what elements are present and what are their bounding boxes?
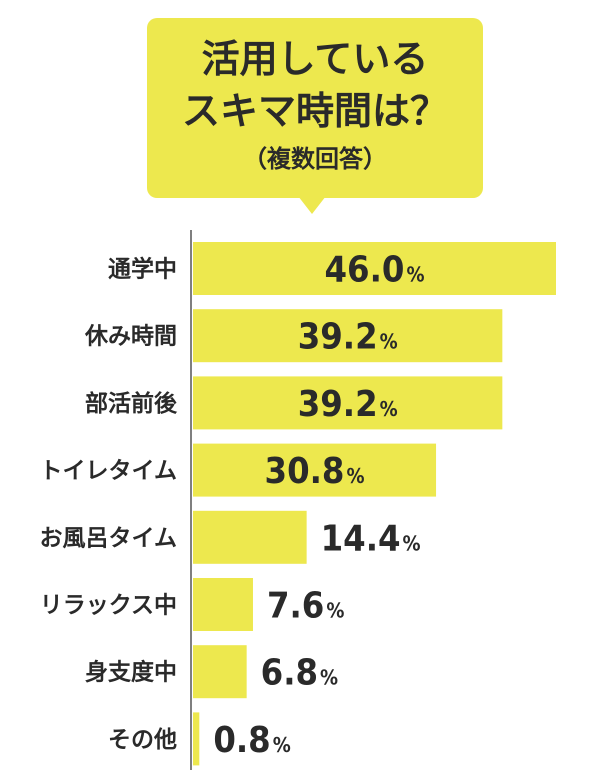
category-label-6: 身支度中 (85, 659, 177, 686)
value-label-4: 14.4% (321, 518, 421, 559)
category-label-3: トイレタイム (39, 458, 177, 484)
bar-5 (193, 578, 253, 631)
value-label-1: 39.2% (298, 317, 398, 358)
category-label-4: お風呂タイム (39, 525, 177, 551)
title-line-2: スキマ時間は？ (181, 89, 448, 133)
value-label-7: 0.8% (213, 720, 290, 761)
category-label-0: 通学中 (108, 256, 177, 283)
category-label-7: その他 (108, 727, 177, 753)
category-label-2: 部活前後 (85, 390, 178, 417)
bar-1 (193, 309, 503, 363)
bar-7 (193, 712, 200, 766)
category-label-1: 休み時間 (84, 324, 177, 350)
title-line-3: （複数回答） (243, 145, 387, 173)
value-label-2: 39.2% (298, 384, 398, 425)
value-label-6: 6.8% (261, 653, 338, 694)
bar-6 (193, 645, 247, 699)
bar-4 (193, 510, 307, 564)
category-label-5: リラックス中 (40, 593, 177, 619)
value-label-3: 30.8% (265, 451, 365, 492)
bar-2 (193, 376, 503, 430)
title-line-1: 活用している (201, 37, 429, 81)
bar-0 (193, 242, 556, 295)
title-bubble-tail (298, 196, 326, 214)
title-bubble (147, 18, 483, 198)
bar-3 (193, 443, 437, 497)
value-label-5: 7.6% (267, 586, 344, 627)
value-label-0: 46.0% (325, 250, 425, 291)
